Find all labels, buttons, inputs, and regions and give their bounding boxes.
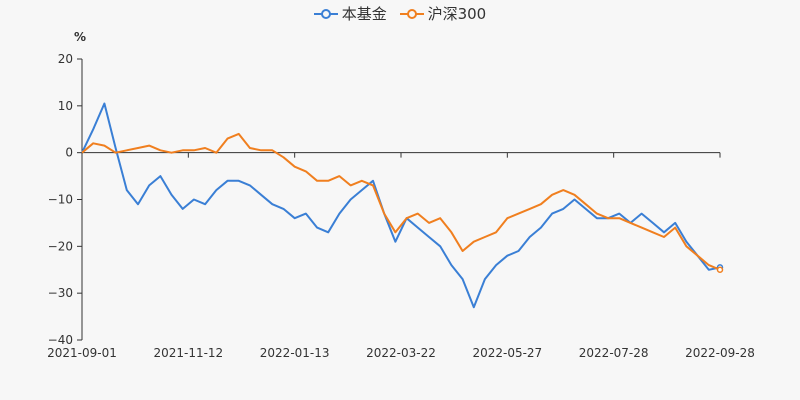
legend-item-hs300[interactable]: 沪深300 xyxy=(399,3,487,24)
legend-item-fund[interactable]: 本基金 xyxy=(313,3,387,24)
y-tick-label: 0 xyxy=(65,146,73,160)
x-tick-label: 2021-11-12 xyxy=(153,346,223,360)
series-line-1 xyxy=(81,132,721,271)
legend-label-fund: 本基金 xyxy=(341,5,387,23)
y-tick-label: −30 xyxy=(48,286,73,300)
x-tick-label: 2022-05-27 xyxy=(472,346,542,360)
legend: 本基金 沪深300 xyxy=(0,3,800,25)
x-tick-label: 2021-09-01 xyxy=(47,346,117,360)
series-end-point-1 xyxy=(716,266,724,273)
legend-swatch-fund xyxy=(313,7,338,21)
series-layer xyxy=(81,102,724,309)
legend-swatch-hs300 xyxy=(399,7,424,21)
x-tick-label: 2022-03-22 xyxy=(366,346,436,360)
y-tick-label: 10 xyxy=(58,99,73,113)
series-line-0 xyxy=(81,102,721,309)
x-tick-label: 2022-07-28 xyxy=(579,346,649,360)
y-tick-label: −20 xyxy=(48,239,73,253)
y-axis: 20 10 0 −10 −20 −30 −40 xyxy=(48,52,83,347)
y-tick-label: −40 xyxy=(48,333,73,347)
y-tick-label: 20 xyxy=(58,52,73,66)
y-axis-unit-label: % xyxy=(74,30,87,44)
y-tick-label: −10 xyxy=(48,193,73,207)
x-tick-label: 2022-09-28 xyxy=(685,346,755,360)
x-axis: 2021-09-01 2021-11-12 2022-01-13 2022-03-22… xyxy=(47,152,755,360)
x-tick-label: 2022-01-13 xyxy=(260,346,330,360)
legend-label-hs300: 沪深300 xyxy=(427,5,487,23)
